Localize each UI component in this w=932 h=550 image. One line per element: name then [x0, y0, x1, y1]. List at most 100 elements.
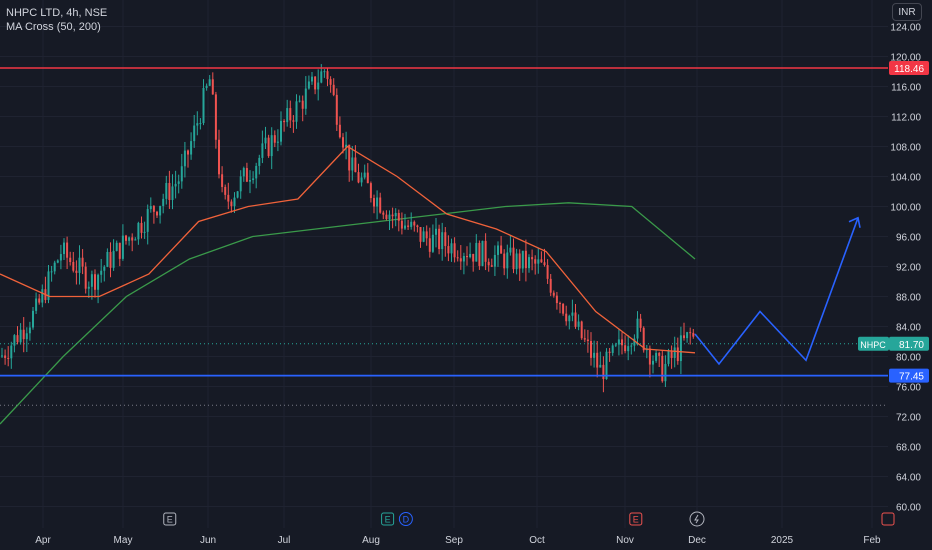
candle-body-6	[19, 329, 22, 343]
y-tick-label: 68.00	[896, 443, 921, 454]
x-tick-label: Feb	[863, 535, 881, 546]
candle-body-102	[317, 82, 320, 90]
candle-body-223	[692, 332, 695, 337]
candle-body-40	[125, 235, 127, 241]
current-price-tag-label: NHPC	[860, 340, 886, 350]
candle-body-23	[72, 261, 75, 271]
candle-body-180	[559, 303, 561, 305]
candle-body-69	[214, 94, 217, 140]
candle-body-171	[531, 257, 534, 260]
candle-body-222	[689, 332, 692, 334]
candle-body-34	[106, 251, 109, 267]
current-price-tag-label-bg	[858, 336, 889, 351]
projection-path	[694, 217, 859, 366]
candle-body-209	[648, 348, 651, 365]
candle-body-39	[121, 235, 124, 259]
candle-body-56	[174, 183, 177, 187]
candle-body-16	[50, 271, 53, 273]
candle-body-152	[472, 253, 475, 262]
price-tags: 118.46 81.70 NHPC 77.45	[858, 61, 929, 383]
candle-body-177	[549, 278, 552, 293]
candle-body-7	[22, 329, 25, 340]
price-axis[interactable]: 124.00 120.00 116.00 112.00 108.00 104.00 100.…	[890, 23, 921, 514]
candle-body-162	[503, 253, 506, 269]
candle-body-118	[366, 172, 369, 184]
candle-body-130	[404, 225, 406, 229]
candle-body-22	[69, 257, 72, 262]
candle-body-218	[676, 347, 679, 362]
candle-body-13	[41, 289, 44, 303]
y-tick-label: 108.00	[890, 143, 921, 154]
candle-body-50	[156, 211, 158, 216]
candle-body-55	[171, 186, 174, 201]
candle-body-101	[314, 76, 317, 90]
candle-body-146	[453, 243, 456, 258]
candle-body-197	[611, 345, 614, 353]
candle-body-155	[481, 240, 484, 266]
candle-body-29	[90, 274, 93, 287]
candle-body-204	[633, 338, 636, 346]
candle-body-182	[565, 313, 568, 322]
candle-body-63	[196, 123, 199, 126]
candle-body-12	[38, 298, 41, 303]
candle-body-156	[484, 240, 487, 262]
grid-lines	[0, 0, 888, 528]
candle-body-70	[218, 139, 220, 175]
candle-body-129	[400, 220, 403, 229]
candle-body-215	[667, 351, 670, 364]
candle-body-83	[258, 157, 261, 166]
candle-body-137	[425, 231, 428, 239]
candle-body-202	[627, 346, 630, 352]
candle-body-25	[78, 257, 81, 273]
candle-body-44	[137, 222, 140, 240]
candle-body-166	[515, 253, 518, 270]
candle-body-187	[580, 321, 583, 339]
x-tick-label: Oct	[529, 535, 545, 546]
candle-body-98	[304, 88, 307, 109]
horizontal-lines-layer	[0, 67, 888, 406]
candle-body-54	[168, 182, 171, 201]
candle-body-82	[255, 165, 258, 179]
candle-body-186	[577, 321, 580, 327]
y-tick-label: 112.00	[891, 113, 921, 124]
candle-body-88	[273, 135, 276, 143]
ma-fast-layer	[0, 145, 696, 354]
candle-body-52	[162, 198, 165, 207]
candle-body-8	[25, 333, 28, 340]
symbol-title[interactable]: NHPC LTD, 4h, NSE	[6, 7, 108, 19]
currency-button[interactable]: INR	[892, 3, 922, 21]
candle-body-72	[224, 186, 227, 195]
candle-body-77	[239, 176, 242, 192]
current-price-tag-value: 81.70	[899, 340, 924, 351]
candle-body-211	[655, 352, 658, 361]
candle-body-193	[599, 364, 602, 368]
candle-body-138	[428, 238, 431, 252]
candle-body-41	[128, 237, 131, 241]
candle-body-74	[230, 201, 233, 207]
candle-body-96	[298, 100, 301, 102]
candle-body-174	[540, 259, 543, 263]
candle-body-136	[422, 231, 425, 242]
time-axis[interactable]: Apr May Jun Jul Aug Sep Oct Nov Dec 2025 Feb	[35, 535, 881, 546]
candle-body-195	[605, 351, 608, 380]
resistance-tag-bg	[889, 61, 929, 76]
x-tick-label: Dec	[688, 535, 706, 546]
candle-body-147	[456, 257, 459, 259]
candle-body-32	[100, 270, 103, 275]
candle-body-217	[673, 347, 676, 358]
candle-body-65	[202, 87, 205, 124]
candle-body-1	[4, 355, 7, 358]
candle-body-115	[357, 172, 360, 183]
dividend-marker	[398, 512, 413, 526]
indicator-title[interactable]: MA Cross (50, 200)	[6, 21, 101, 33]
candle-body-206	[639, 318, 642, 328]
x-tick-label: Aug	[362, 535, 380, 546]
candle-body-176	[546, 265, 549, 279]
y-tick-label: 80.00	[896, 353, 921, 364]
candle-body-205	[636, 318, 639, 339]
earnings-marker-edge	[881, 512, 895, 526]
candle-body-59	[183, 150, 186, 167]
candle-body-200	[621, 339, 623, 346]
